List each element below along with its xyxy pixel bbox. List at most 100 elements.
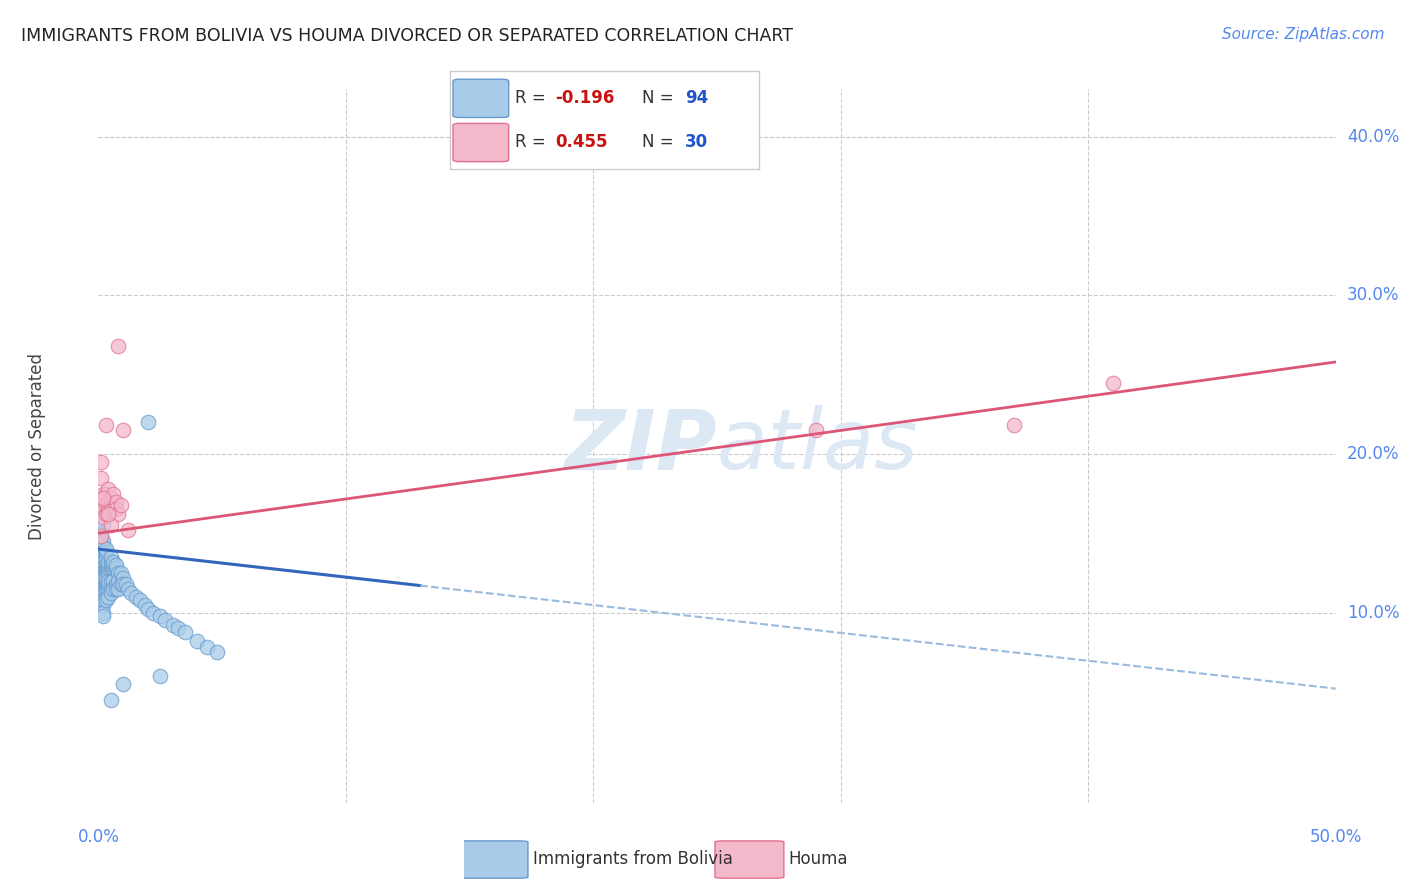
Point bbox=[94, 486, 117, 500]
Point bbox=[103, 574, 125, 588]
Point bbox=[107, 339, 129, 353]
Point bbox=[186, 634, 208, 648]
Point bbox=[97, 555, 120, 569]
Point bbox=[100, 692, 122, 706]
Point bbox=[117, 582, 139, 596]
Point bbox=[94, 542, 117, 557]
FancyBboxPatch shape bbox=[458, 841, 529, 878]
FancyBboxPatch shape bbox=[453, 79, 509, 118]
Point bbox=[93, 545, 115, 559]
Point bbox=[120, 586, 142, 600]
Point bbox=[117, 523, 139, 537]
Text: 94: 94 bbox=[685, 89, 709, 107]
Text: 30.0%: 30.0% bbox=[1347, 286, 1399, 304]
Point bbox=[149, 608, 172, 623]
Point bbox=[93, 590, 115, 604]
Point bbox=[87, 558, 110, 572]
Point bbox=[93, 555, 115, 569]
Point bbox=[155, 614, 177, 628]
Point bbox=[166, 621, 188, 635]
Point bbox=[100, 582, 122, 596]
Point bbox=[112, 423, 135, 437]
Point bbox=[93, 592, 115, 607]
Text: 20.0%: 20.0% bbox=[1347, 445, 1399, 463]
Point bbox=[93, 582, 115, 596]
Point bbox=[162, 618, 184, 632]
Point bbox=[104, 502, 127, 516]
Point bbox=[93, 571, 115, 585]
Point bbox=[94, 566, 117, 580]
Point bbox=[93, 510, 115, 524]
Point bbox=[103, 558, 125, 572]
Point bbox=[93, 577, 115, 591]
Point bbox=[205, 645, 228, 659]
Point bbox=[104, 558, 127, 572]
Text: Immigrants from Bolivia: Immigrants from Bolivia bbox=[533, 849, 733, 868]
Point bbox=[110, 577, 132, 591]
Point bbox=[90, 574, 112, 588]
Point bbox=[97, 582, 120, 596]
Point bbox=[94, 561, 117, 575]
Point bbox=[104, 582, 127, 596]
Point bbox=[90, 582, 112, 596]
Point bbox=[129, 592, 152, 607]
Point bbox=[110, 566, 132, 580]
Point bbox=[90, 590, 112, 604]
Point bbox=[149, 669, 172, 683]
Text: Source: ZipAtlas.com: Source: ZipAtlas.com bbox=[1222, 27, 1385, 42]
Point bbox=[112, 571, 135, 585]
Point bbox=[100, 574, 122, 588]
FancyBboxPatch shape bbox=[453, 123, 509, 161]
Point bbox=[1002, 418, 1025, 433]
Point bbox=[112, 577, 135, 591]
Point bbox=[100, 491, 122, 506]
Point bbox=[107, 582, 129, 596]
Text: atlas: atlas bbox=[717, 406, 918, 486]
Point bbox=[93, 608, 115, 623]
Point bbox=[94, 498, 117, 512]
Point bbox=[104, 561, 127, 575]
Point bbox=[93, 491, 115, 506]
Point bbox=[104, 577, 127, 591]
Point bbox=[134, 598, 156, 612]
Point bbox=[94, 592, 117, 607]
Point bbox=[94, 549, 117, 564]
Point bbox=[94, 571, 117, 585]
Point bbox=[94, 545, 117, 559]
Point bbox=[100, 518, 122, 533]
Point bbox=[104, 494, 127, 508]
Point bbox=[90, 455, 112, 469]
Point bbox=[94, 582, 117, 596]
Point bbox=[103, 502, 125, 516]
Point bbox=[93, 558, 115, 572]
Point bbox=[93, 542, 115, 557]
Point bbox=[90, 598, 112, 612]
Text: 50.0%: 50.0% bbox=[1309, 828, 1362, 846]
FancyBboxPatch shape bbox=[716, 841, 785, 878]
Point bbox=[93, 561, 115, 575]
Point bbox=[93, 598, 115, 612]
Point bbox=[100, 549, 122, 564]
Point bbox=[93, 539, 115, 553]
Point bbox=[124, 590, 146, 604]
Point bbox=[94, 555, 117, 569]
Point bbox=[94, 418, 117, 433]
Point bbox=[100, 558, 122, 572]
Point bbox=[174, 624, 197, 639]
Text: R =: R = bbox=[515, 89, 551, 107]
Point bbox=[90, 534, 112, 549]
Point bbox=[1102, 376, 1125, 390]
Point bbox=[100, 586, 122, 600]
Point bbox=[94, 577, 117, 591]
Point bbox=[94, 590, 117, 604]
Point bbox=[90, 529, 112, 543]
Point bbox=[100, 555, 122, 569]
Text: Houma: Houma bbox=[789, 849, 848, 868]
Point bbox=[114, 577, 136, 591]
Point bbox=[93, 606, 115, 620]
Text: IMMIGRANTS FROM BOLIVIA VS HOUMA DIVORCED OR SEPARATED CORRELATION CHART: IMMIGRANTS FROM BOLIVIA VS HOUMA DIVORCE… bbox=[21, 27, 793, 45]
Point bbox=[97, 577, 120, 591]
Point bbox=[90, 526, 112, 541]
Point bbox=[103, 486, 125, 500]
Point bbox=[100, 561, 122, 575]
